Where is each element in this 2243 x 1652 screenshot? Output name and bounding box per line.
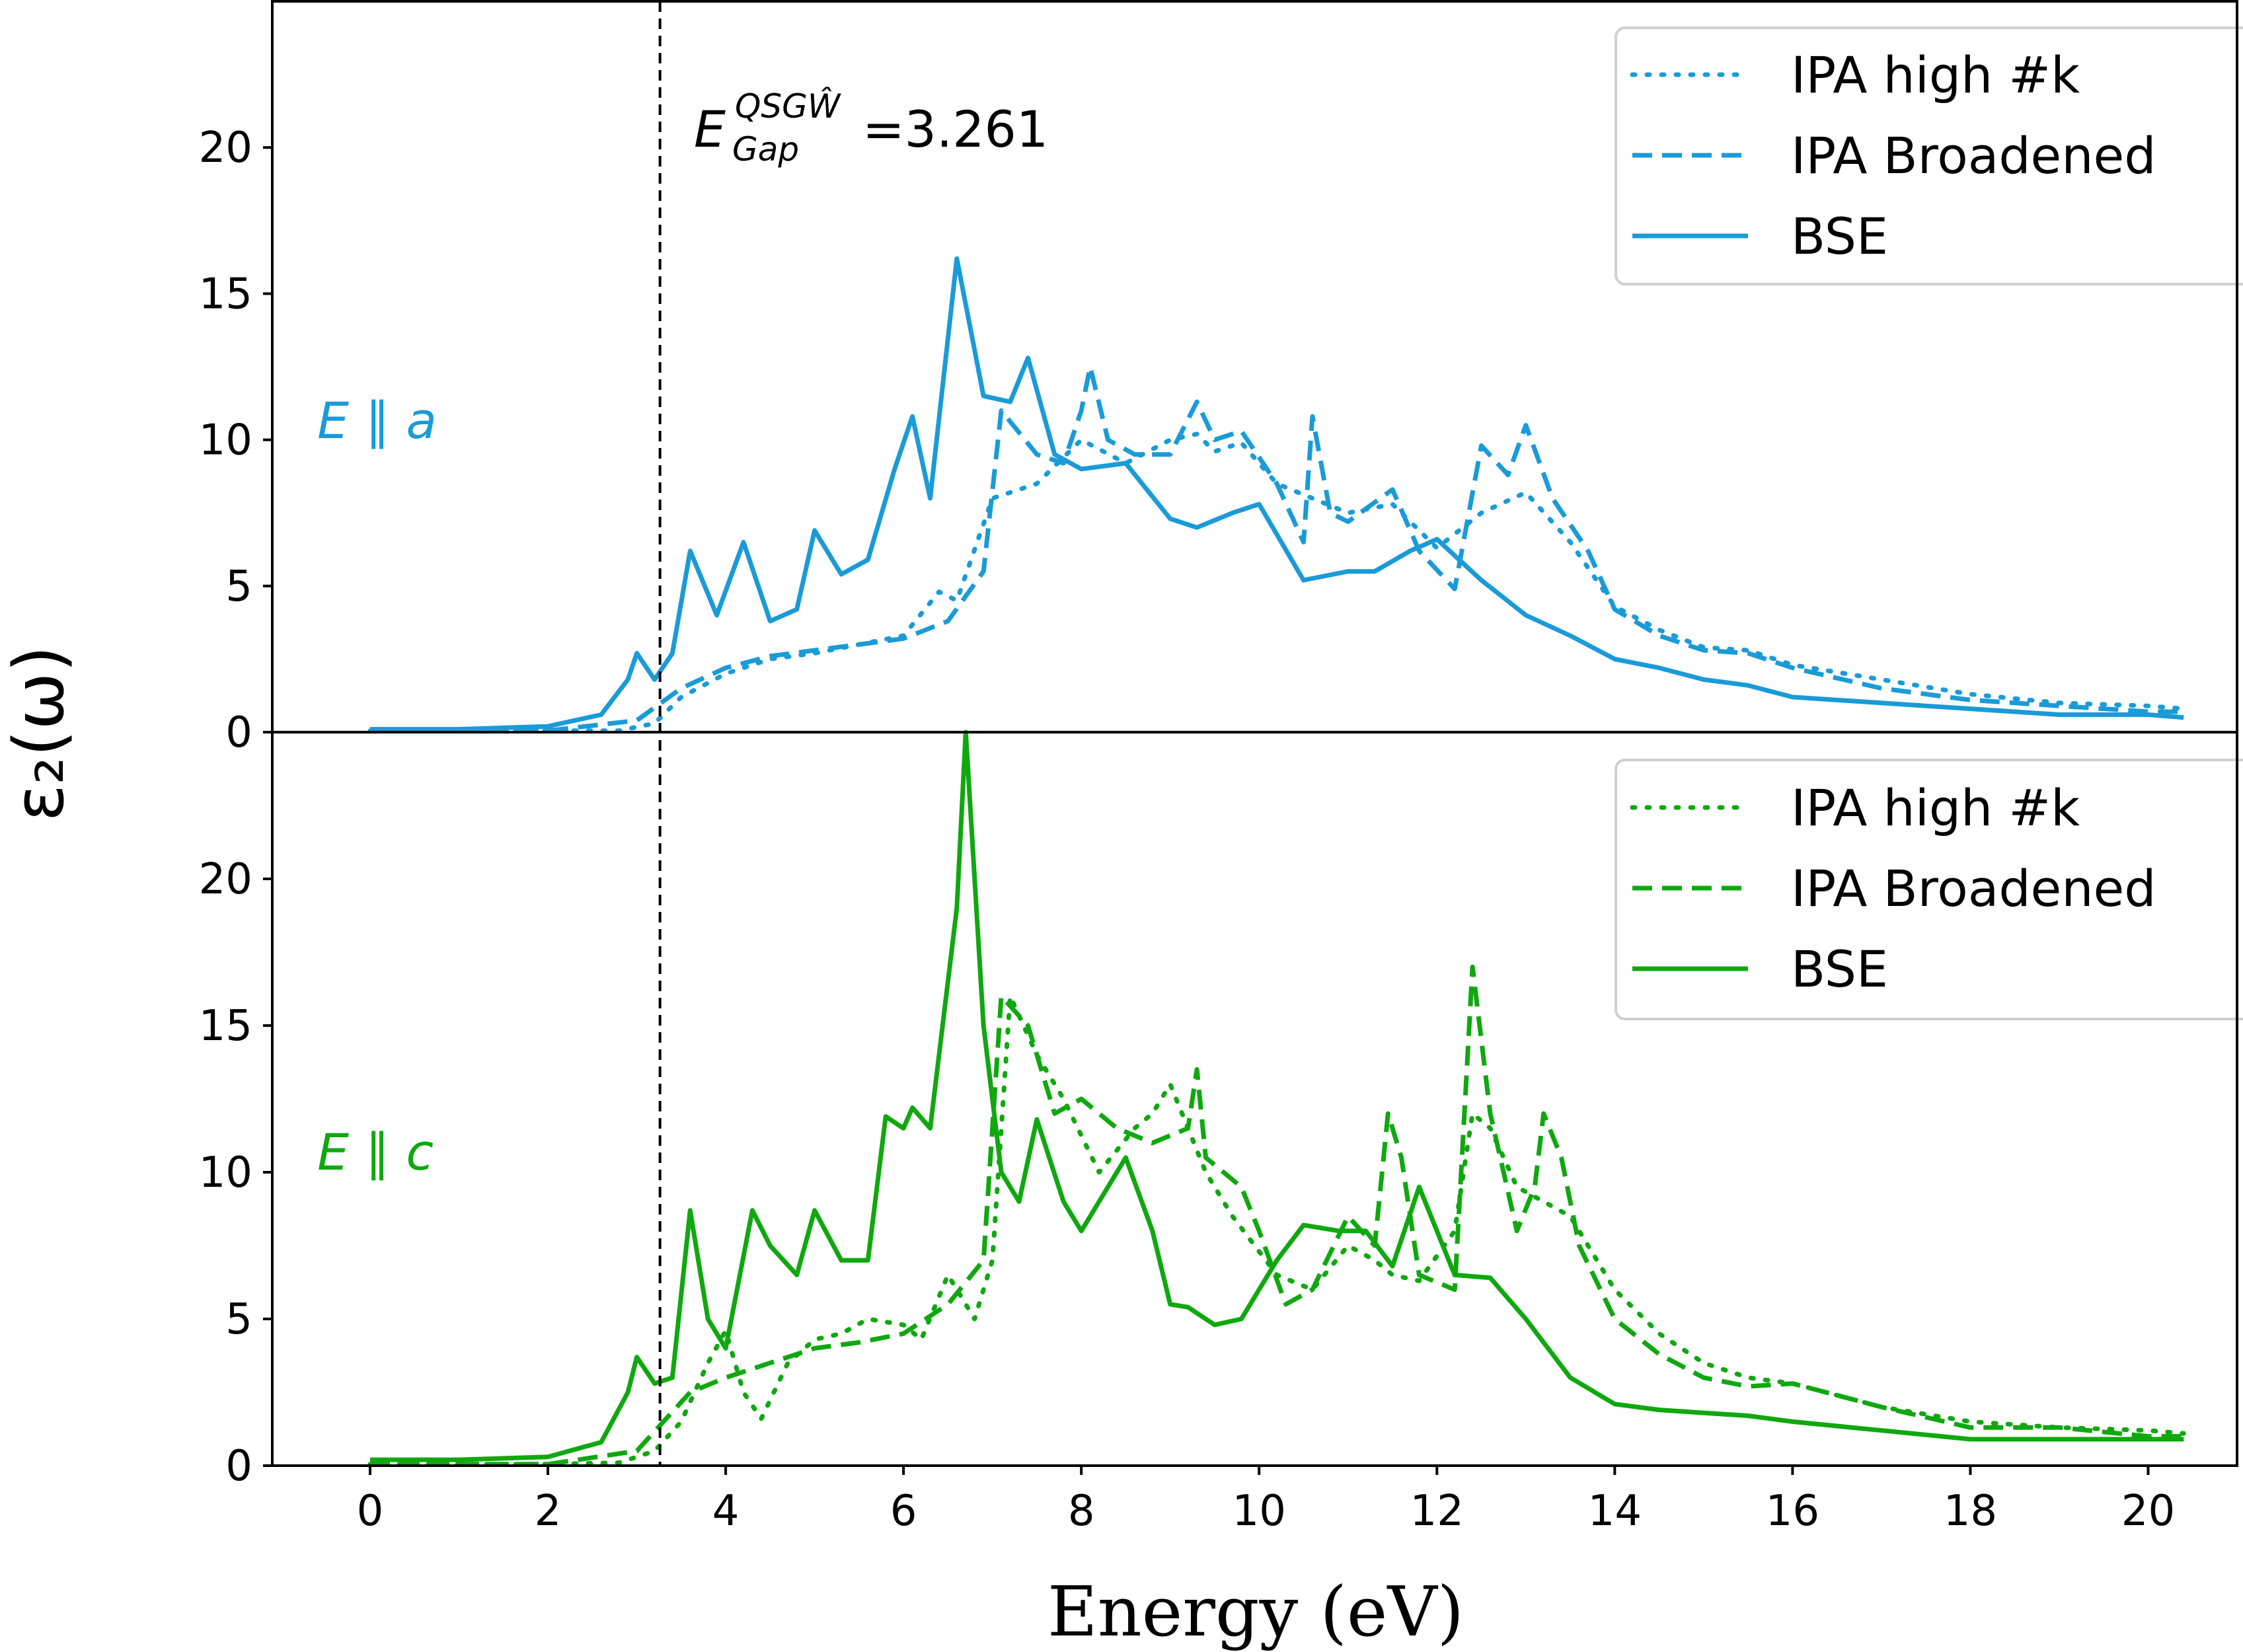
panel-c-label: E ∥ c <box>317 1123 434 1182</box>
x-tick-label: 18 <box>1944 1487 1997 1536</box>
panel-e-parallel-c: 0 5 10 15 20 E ∥ c IPA high #k IPA Broadened… <box>199 730 2243 1491</box>
series-bse-line <box>370 730 2184 1462</box>
panel-c-series <box>367 730 2186 1467</box>
series-ipa-high-k-line <box>367 994 2186 1467</box>
gap-annotation: E QSGŴ Gap =3.261 <box>694 87 1048 169</box>
y-axis-label: ε₂(ω) <box>0 646 79 821</box>
panel-c-legend-bse: BSE <box>1791 940 1888 998</box>
x-tick-label: 6 <box>890 1487 917 1536</box>
panel-a-legend-ipa-high-k: IPA high #k <box>1791 46 2080 104</box>
panel-c-legend-ipa-high-k: IPA high #k <box>1791 778 2080 837</box>
x-tick-label: 14 <box>1588 1487 1642 1536</box>
panel-a-label: E ∥ a <box>317 391 437 450</box>
panel-c-legend: IPA high #k IPA Broadened BSE <box>1615 759 2243 1020</box>
x-axis-label: Energy (eV) <box>1047 1571 1464 1652</box>
panel-a-legend: IPA high #k IPA Broadened BSE <box>1615 26 2243 285</box>
y-tick-label: 10 <box>199 1148 252 1197</box>
series-ipa-broadened-line <box>370 364 2184 733</box>
gap-annotation-superscript: QSGŴ <box>735 87 841 126</box>
x-axis: 0 2 4 6 8 10 12 14 16 18 20 <box>357 1466 2175 1536</box>
panel-c-legend-ipa-broadened: IPA Broadened <box>1791 859 2156 918</box>
x-tick-label: 4 <box>712 1487 740 1536</box>
y-tick-label: 20 <box>199 124 252 172</box>
y-tick-label: 5 <box>225 1295 252 1344</box>
y-tick-label: 0 <box>225 708 252 757</box>
y-tick-label: 15 <box>199 1002 252 1051</box>
y-tick-label: 15 <box>199 270 252 319</box>
panel-e-parallel-a: 0 5 10 15 20 E ∥ a IPA high #k IPA Broadened… <box>199 26 2243 757</box>
panel-a-y-axis: 0 5 10 15 20 <box>199 124 272 757</box>
series-ipa-high-k-line <box>367 432 2186 733</box>
x-tick-label: 16 <box>1766 1487 1819 1536</box>
panel-a-legend-ipa-broadened: IPA Broadened <box>1791 126 2156 185</box>
x-tick-label: 12 <box>1410 1487 1464 1536</box>
x-tick-label: 20 <box>2121 1487 2175 1536</box>
x-tick-label: 0 <box>357 1487 384 1536</box>
x-tick-label: 10 <box>1233 1487 1286 1536</box>
panel-c-frame <box>271 731 2238 1467</box>
y-tick-label: 5 <box>225 562 252 611</box>
y-tick-label: 0 <box>225 1442 252 1491</box>
gap-annotation-value: =3.261 <box>862 100 1048 159</box>
panel-c-y-axis: 0 5 10 15 20 <box>199 855 272 1491</box>
y-tick-label: 10 <box>199 416 252 465</box>
gap-annotation-symbol: E <box>694 100 726 159</box>
y-tick-label: 20 <box>199 855 252 904</box>
series-bse-line <box>370 256 2184 732</box>
panel-a-legend-frame <box>1615 26 2243 285</box>
panel-a-legend-bse: BSE <box>1791 207 1888 266</box>
x-tick-label: 8 <box>1068 1487 1095 1536</box>
panel-a-series <box>367 256 2186 733</box>
x-tick-label: 2 <box>535 1487 562 1536</box>
panel-c-legend-frame <box>1615 759 2243 1020</box>
gap-annotation-subscript: Gap <box>732 130 799 169</box>
series-ipa-broadened-line <box>370 964 2184 1467</box>
